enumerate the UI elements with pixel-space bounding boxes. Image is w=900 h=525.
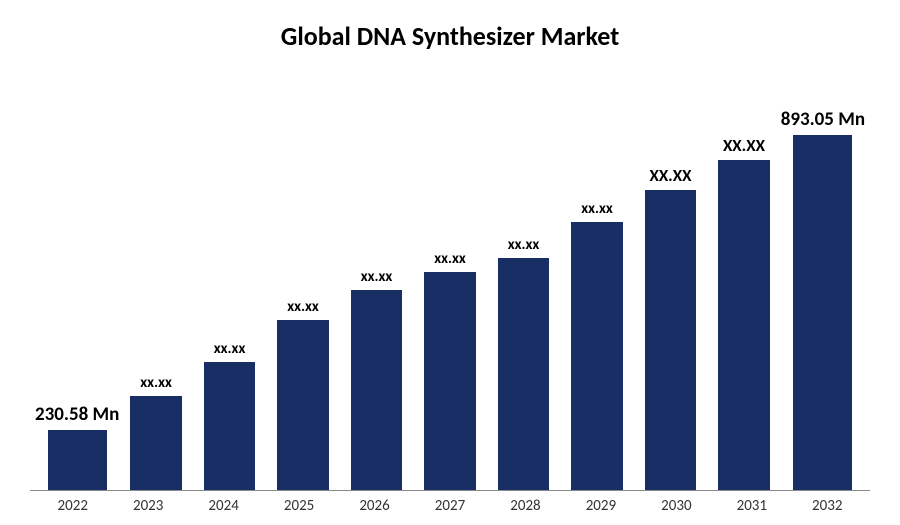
bar-value-label: 230.58 Mn [35, 403, 119, 426]
bar [718, 160, 769, 490]
x-tick-label: 2029 [563, 497, 638, 515]
x-tick-label: 2031 [714, 497, 789, 515]
bar [351, 290, 402, 490]
bar-group: xx.xx [413, 62, 486, 490]
bar-group: xx.xx [119, 62, 192, 490]
x-tick-label: 2028 [488, 497, 563, 515]
x-tick-label: 2027 [412, 497, 487, 515]
bar-group: 893.05 Mn [781, 62, 865, 490]
x-tick-label: 2026 [337, 497, 412, 515]
bar-value-label: xx.xx [140, 374, 172, 392]
x-tick-label: 2024 [186, 497, 261, 515]
bar-value-label: xx.xx [287, 298, 319, 316]
bar-value-label: xx.xx [214, 340, 246, 358]
bar [204, 362, 255, 490]
bar [130, 396, 181, 490]
bar [48, 430, 107, 490]
bar-group: XX.XX [634, 62, 707, 490]
bar [498, 258, 549, 490]
bar-value-label: XX.XX [723, 135, 765, 156]
bar-group: xx.xx [266, 62, 339, 490]
x-tick-label: 2032 [790, 497, 865, 515]
x-axis: 2022202320242025202620272028202920302031… [30, 491, 870, 515]
bar-value-label: xx.xx [434, 250, 466, 268]
bar [424, 272, 475, 490]
x-tick-label: 2030 [639, 497, 714, 515]
bar-group: xx.xx [560, 62, 633, 490]
bar-value-label: 893.05 Mn [781, 108, 865, 131]
bar-value-label: xx.xx [508, 236, 540, 254]
chart-title: Global DNA Synthesizer Market [30, 20, 870, 52]
chart-container: Global DNA Synthesizer Market 230.58 Mn x… [0, 0, 900, 525]
bar [277, 320, 328, 490]
bar [571, 222, 622, 490]
bar-group: xx.xx [487, 62, 560, 490]
x-tick-label: 2023 [110, 497, 185, 515]
bar-value-label: xx.xx [361, 268, 393, 286]
bar [645, 190, 696, 490]
bar-group: XX.XX [707, 62, 780, 490]
bar-group: xx.xx [193, 62, 266, 490]
x-tick-label: 2022 [35, 497, 110, 515]
plot-area: 230.58 Mn xx.xx xx.xx xx.xx xx.xx xx.xx xx.xx x… [30, 62, 870, 491]
x-tick-label: 2025 [261, 497, 336, 515]
bar [793, 135, 852, 490]
bar-value-label: xx.xx [581, 200, 613, 218]
bar-group: xx.xx [340, 62, 413, 490]
bar-group: 230.58 Mn [35, 62, 119, 490]
bar-value-label: XX.XX [649, 165, 691, 186]
